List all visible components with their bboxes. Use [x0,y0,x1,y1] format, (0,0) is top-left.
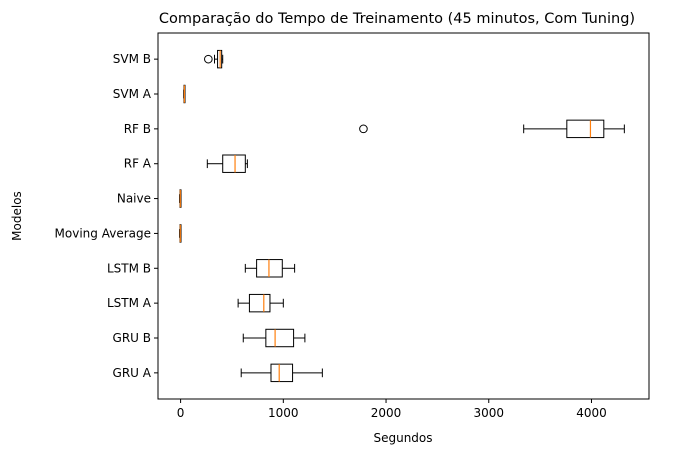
y-tick-label: RF B [124,122,151,136]
y-tick-label: SVM A [113,87,152,101]
box-gru-b [265,328,295,348]
y-tick-label: LSTM A [107,296,152,310]
plot-frame [157,32,650,400]
y-axis-label: Modelos [10,191,24,241]
outlier-svm-b [204,54,213,64]
y-tick-label: RF A [124,157,152,171]
y-tick-label: GRU B [113,331,151,345]
box-rf-b [566,119,605,139]
y-tick-label: SVM B [113,52,151,66]
x-tick-label: 0 [177,406,185,420]
y-tick-label: Moving Average [55,226,151,240]
outlier-rf-b [359,124,368,134]
x-tick-label: 2000 [371,406,402,420]
box-lstm-a [248,293,271,313]
y-tick-label: LSTM B [107,261,151,275]
chart-title: Comparação do Tempo de Treinamento (45 m… [159,11,635,27]
y-tick-label: Naive [117,192,151,206]
x-tick-label: 3000 [473,406,504,420]
x-tick-label: 4000 [576,406,607,420]
x-axis-label: Segundos [373,431,432,445]
x-tick-label: 1000 [268,406,299,420]
box-gru-a [270,363,294,383]
box-rf-a [222,154,246,173]
y-tick-label: GRU A [113,366,152,380]
